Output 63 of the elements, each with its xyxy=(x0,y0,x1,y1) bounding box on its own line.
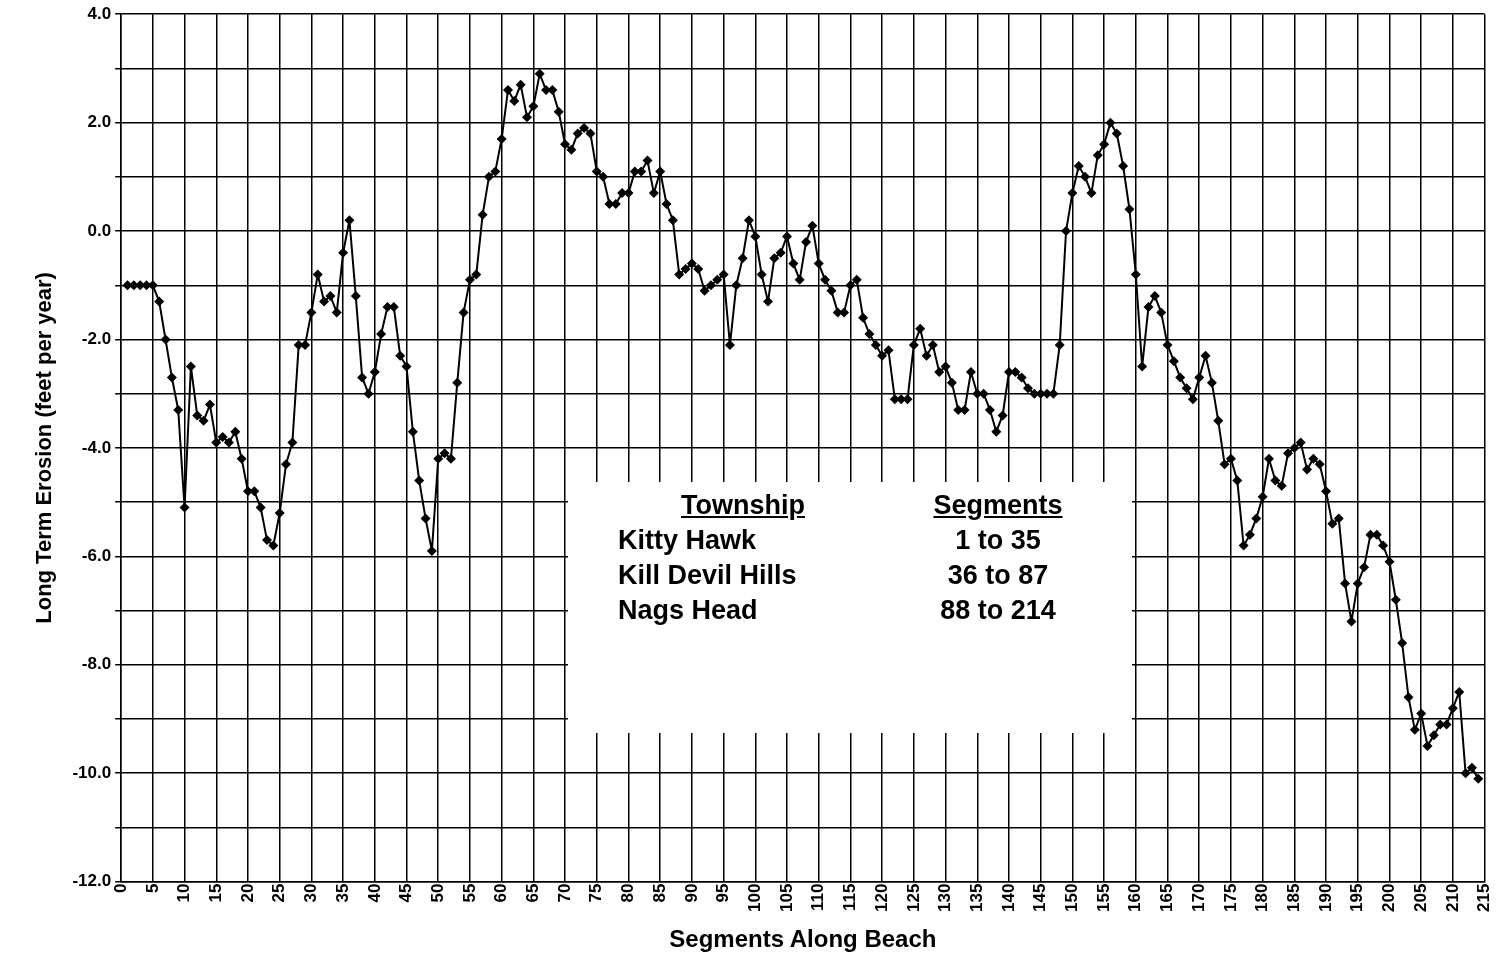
x-tick-label: 35 xyxy=(332,883,352,903)
x-tick-label: 45 xyxy=(396,883,416,903)
annotation: Township xyxy=(680,490,806,521)
y-tick-label: -12.0 xyxy=(72,871,112,891)
x-tick-label: 125 xyxy=(903,883,923,913)
x-tick-label: 205 xyxy=(1410,883,1430,913)
annotation: Segments xyxy=(932,490,1064,521)
x-tick-label: 110 xyxy=(808,883,828,912)
x-tick-label: 140 xyxy=(998,883,1018,913)
x-tick-label: 210 xyxy=(1442,883,1462,913)
y-tick-label: -6.0 xyxy=(81,546,112,566)
x-axis-title: Segments Along Beach xyxy=(669,924,937,952)
x-tick-label: 65 xyxy=(523,883,543,903)
x-tick-label: 135 xyxy=(966,883,986,913)
x-tick-label: 170 xyxy=(1188,883,1208,913)
x-tick-label: 195 xyxy=(1347,883,1367,913)
x-tick-label: 5 xyxy=(142,883,162,894)
x-tick-label: 175 xyxy=(1220,883,1240,913)
x-tick-label: 130 xyxy=(935,883,955,913)
x-tick-label: 0 xyxy=(110,883,130,894)
x-tick-label: 80 xyxy=(618,883,638,903)
y-axis-title: Long Term Erosion (feet per year) xyxy=(31,272,57,624)
annotation: 88 to 214 xyxy=(939,595,1057,626)
x-tick-label: 200 xyxy=(1379,883,1399,913)
x-tick-label: 100 xyxy=(745,883,764,913)
y-tick-label: -10.0 xyxy=(72,762,112,782)
x-tick-label: 30 xyxy=(301,883,321,903)
annotation: Nags Head xyxy=(618,595,759,626)
x-tick-label: 150 xyxy=(1062,883,1082,913)
y-tick-label: -2.0 xyxy=(81,329,112,349)
x-tick-label: 85 xyxy=(649,883,669,903)
x-tick-label: 185 xyxy=(1284,883,1304,913)
x-tick-label: 60 xyxy=(491,883,511,903)
x-tick-label: 70 xyxy=(554,883,574,903)
y-tick-label: -4.0 xyxy=(81,437,112,457)
x-tick-label: 160 xyxy=(1125,883,1145,913)
x-tick-label: 155 xyxy=(1093,883,1113,913)
x-tick-label: 145 xyxy=(1030,883,1050,913)
x-tick-label: 50 xyxy=(427,883,447,903)
x-tick-label: 55 xyxy=(459,883,479,903)
x-tick-label: 40 xyxy=(364,883,384,903)
y-tick-label: 0.0 xyxy=(87,220,112,240)
x-tick-label: 10 xyxy=(174,883,194,903)
y-tick-label: 2.0 xyxy=(87,112,112,132)
x-tick-label: 115 xyxy=(840,883,860,912)
annotation: 1 to 35 xyxy=(954,525,1042,556)
x-tick-label: 95 xyxy=(713,883,733,903)
annotation: Kill Devil Hills xyxy=(618,560,798,591)
annotation: Kitty Hawk xyxy=(618,525,758,556)
x-tick-label: 15 xyxy=(205,883,225,903)
y-tick-label: 4.0 xyxy=(87,3,112,23)
x-tick-label: 25 xyxy=(269,883,289,903)
y-tick-label: -8.0 xyxy=(81,654,112,674)
x-tick-label: 75 xyxy=(586,883,606,903)
x-tick-label: 180 xyxy=(1252,883,1272,913)
x-tick-label: 20 xyxy=(237,883,257,903)
annotation: 36 to 87 xyxy=(946,560,1050,591)
x-tick-label: 105 xyxy=(776,883,796,913)
x-tick-label: 165 xyxy=(1157,883,1177,913)
x-tick-label: 90 xyxy=(681,883,701,903)
x-tick-label: 190 xyxy=(1315,883,1335,913)
x-tick-label: 120 xyxy=(871,883,891,913)
x-tick-label: 215 xyxy=(1474,883,1494,913)
